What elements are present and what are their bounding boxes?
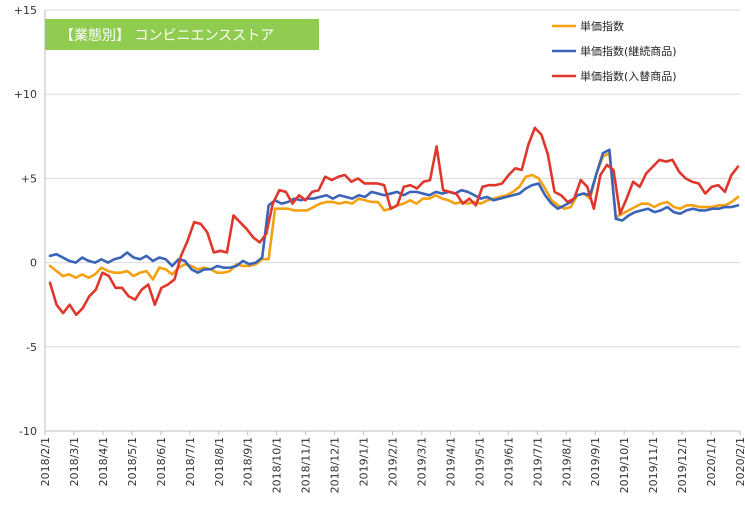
x-tick-label: 2019/5/1 (473, 437, 486, 486)
legend-item-replacement-products: 単価指数(入替商品) (552, 69, 677, 83)
legend: 単価指数 単価指数(継続商品) 単価指数(入替商品) (552, 19, 677, 83)
x-tick-label: 2019/8/1 (560, 437, 573, 486)
x-tick-label: 2018/7/1 (184, 437, 197, 486)
x-tick-label: 2018/11/1 (300, 437, 313, 493)
x-tick-label: 2020/2/1 (734, 437, 745, 486)
y-tick-label: +5 (21, 172, 37, 185)
y-tick-label: 0 (30, 257, 37, 270)
x-tick-label: 2019/11/1 (647, 437, 660, 493)
x-tick-label: 2018/5/1 (126, 437, 139, 486)
series-lines (48, 126, 740, 317)
x-tick-label: 2018/3/1 (68, 437, 81, 486)
x-tick-label: 2019/6/1 (502, 437, 515, 486)
x-tick-label: 2019/2/1 (387, 437, 400, 486)
x-tick-label: 2019/10/1 (618, 437, 631, 493)
y-tick-label: +10 (14, 88, 37, 101)
legend-label: 単価指数(継続商品) (580, 44, 677, 58)
x-tick-label: 2019/3/1 (415, 437, 428, 486)
x-tick-labels: 2018/2/1 2018/3/1 2018/4/1 2018/5/1 2018/6/1… (39, 437, 745, 493)
title-background (45, 19, 319, 50)
series-line-1 (48, 148, 740, 275)
y-tick-labels: +15 +10 +5 0 -5 -10 (14, 4, 37, 438)
y-tick-label: +15 (14, 4, 37, 17)
axes (44, 10, 741, 435)
series-line-2 (48, 126, 740, 317)
y-tick-label: -10 (19, 425, 37, 438)
x-tick-label: 2018/4/1 (97, 437, 110, 486)
chart-title-box: 【業態別】 コンビニエンスストア (45, 19, 319, 50)
x-tick-label: 2019/9/1 (589, 437, 602, 486)
legend-item-unit-price-index: 単価指数 (552, 19, 624, 33)
x-tick-label: 2018/10/1 (271, 437, 284, 493)
y-tick-label: -5 (26, 341, 37, 354)
chart-title: 【業態別】 コンビニエンスストア (60, 28, 274, 44)
legend-label: 単価指数(入替商品) (580, 69, 677, 83)
x-tick-label: 2018/9/1 (242, 437, 255, 486)
x-tick-label: 2019/7/1 (531, 437, 544, 486)
legend-label: 単価指数 (580, 19, 624, 33)
x-tick-label: 2019/4/1 (444, 437, 457, 486)
x-tick-label: 2018/12/1 (329, 437, 342, 493)
x-tick-label: 2020/1/1 (705, 437, 718, 486)
x-tick-label: 2018/6/1 (155, 437, 168, 486)
x-tick-label: 2018/8/1 (213, 437, 226, 486)
x-tick-label: 2019/12/1 (676, 437, 689, 493)
x-tick-label: 2019/1/1 (358, 437, 371, 486)
legend-item-continuing-products: 単価指数(継続商品) (552, 44, 677, 58)
x-tick-label: 2018/2/1 (39, 437, 52, 486)
